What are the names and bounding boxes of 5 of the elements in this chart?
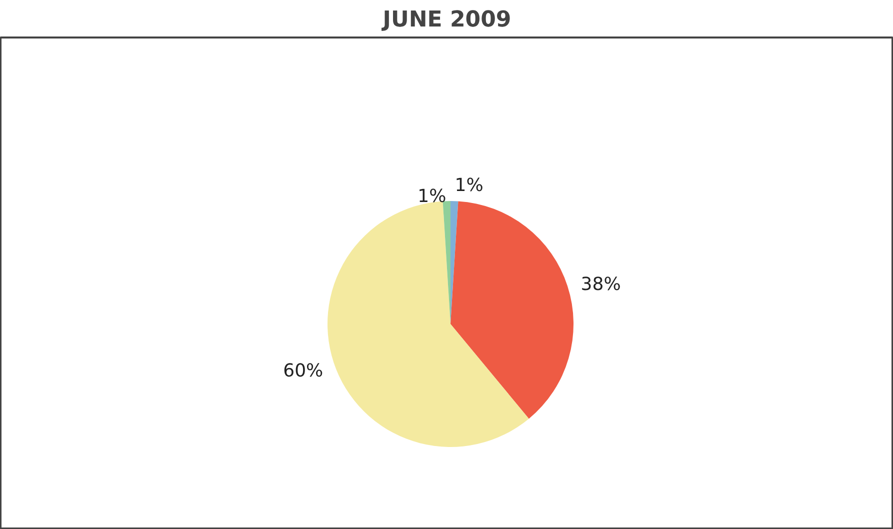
data-label: 1% — [418, 186, 446, 208]
data-label: 1% — [454, 174, 484, 196]
chart-title: JUNE 2009 — [380, 8, 512, 32]
data-label: 38% — [580, 274, 621, 296]
data-label: 60% — [283, 360, 324, 382]
